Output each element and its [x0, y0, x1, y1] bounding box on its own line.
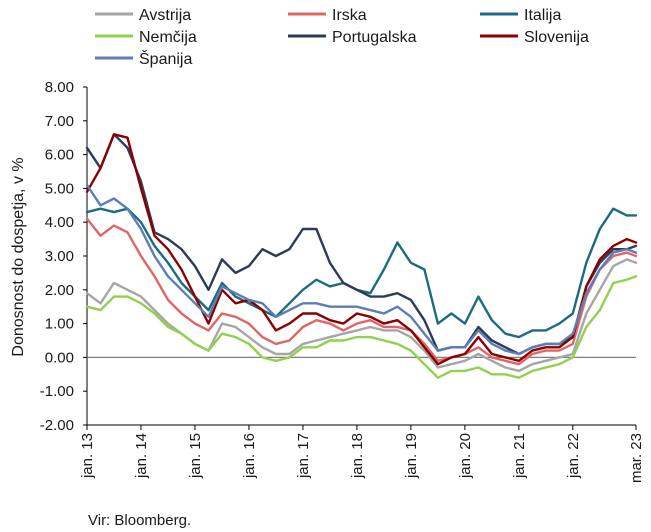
y-tick-label: 1.00 — [45, 316, 74, 333]
y-tick-label: 0.00 — [45, 349, 74, 366]
x-tick-label: jan. 13 — [79, 433, 96, 479]
x-tick-label: jan. 17 — [295, 433, 312, 479]
y-tick-label: 7.00 — [45, 113, 74, 130]
y-tick-label: 8.00 — [45, 79, 74, 96]
x-tick-label: jan. 15 — [187, 433, 204, 479]
y-tick-label: 2.00 — [45, 282, 74, 299]
legend: Avstrija Irska Italija Nemčija Portugalska Sl… — [95, 7, 589, 68]
y-tick-label: -1.00 — [40, 383, 74, 400]
series-lines — [85, 133, 638, 379]
series-line-4 — [85, 275, 638, 379]
series-line-5 — [85, 133, 638, 356]
x-tick-label: jan. 21 — [511, 433, 528, 479]
y-tick-label: 3.00 — [45, 248, 74, 265]
legend-label: Irska — [332, 7, 367, 24]
series-line-3 — [85, 207, 638, 339]
y-tick-label: -2.00 — [40, 417, 74, 434]
legend-label: Nemčija — [139, 29, 197, 46]
y-tick-label: 5.00 — [45, 180, 74, 197]
legend-label: Slovenija — [524, 29, 589, 46]
y-tick-label: 4.00 — [45, 214, 74, 231]
series-line-6 — [85, 133, 638, 366]
legend-label: Avstrija — [139, 7, 191, 24]
x-tick-label: jan. 18 — [349, 433, 366, 479]
series-line-7 — [85, 183, 638, 356]
legend-label: Portugalska — [332, 29, 417, 46]
y-axis-ticks: 8.00 7.00 6.00 5.00 4.00 3.00 2.00 1.00 0.00 -1.0… — [40, 79, 87, 434]
x-tick-label: jan. 16 — [241, 433, 258, 479]
x-tick-label: jan. 19 — [403, 433, 420, 479]
y-axis-title: Donosnost do dospetja, v % — [10, 157, 27, 356]
x-tick-label: mar. 23 — [628, 433, 645, 483]
y-tick-label: 6.00 — [45, 147, 74, 164]
x-tick-label: jan. 14 — [133, 433, 150, 479]
legend-label: Italija — [524, 7, 561, 24]
x-tick-label: jan. 20 — [457, 433, 474, 479]
x-axis-ticks: jan. 13 jan. 14 jan. 15 jan. 16 jan. 17 jan. … — [79, 425, 645, 483]
x-tick-label: jan. 22 — [565, 433, 582, 479]
series-line-2 — [85, 217, 638, 366]
source-note: Vir: Bloomberg. — [88, 512, 191, 529]
legend-label: Španija — [139, 49, 192, 68]
